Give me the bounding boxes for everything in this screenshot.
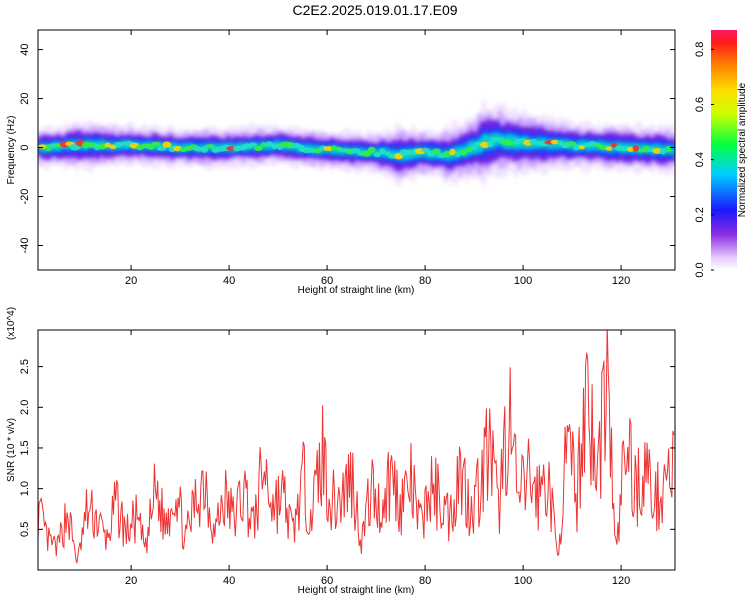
spectrogram-peak xyxy=(361,150,372,157)
spectrogram-y-tick-label-20: 20 xyxy=(19,92,31,104)
spectrogram-peak xyxy=(384,151,391,156)
spectrogram-peak xyxy=(205,144,215,149)
spectrogram-peak xyxy=(249,142,257,147)
chart-title: C2E2.2025.019.01.17.E09 xyxy=(292,2,458,18)
spectrogram-x-tick-label-120: 120 xyxy=(612,275,630,287)
spectrogram-y-tick-label--20: -20 xyxy=(19,189,31,205)
snr-x-tick-label-100: 100 xyxy=(514,575,532,587)
spectrogram-peak xyxy=(308,148,317,154)
spectrogram-heatmap xyxy=(38,96,675,189)
spectrogram-peak xyxy=(291,142,301,149)
spectrogram-peak xyxy=(638,148,645,153)
spectrogram-frame xyxy=(37,29,676,271)
colorbar-tick-label-0.2: 0.2 xyxy=(694,207,706,222)
spectrogram-peak xyxy=(432,148,441,155)
spectrogram-peak xyxy=(632,145,639,152)
spectrogram-x-tick-label-60: 60 xyxy=(321,275,333,287)
snr-y-tick-label-2.5: 2.5 xyxy=(19,359,31,374)
colorbar-tick-label-0.6: 0.6 xyxy=(694,97,706,112)
spectrogram-peak xyxy=(367,146,376,153)
snr-series-line xyxy=(38,330,675,564)
snr-panel: 20 40 60 80 100 120 0.5 1.0 1.5 2.0 2.5 Height of… xyxy=(6,307,676,596)
spectrogram-x-tick-label-40: 40 xyxy=(223,275,235,287)
spectrogram-x-tick-label-100: 100 xyxy=(514,275,532,287)
snr-y-tick-label-1: 1.0 xyxy=(19,481,31,496)
spectrogram-peak xyxy=(156,146,167,151)
snr-x-tick-label-60: 60 xyxy=(321,575,333,587)
spectrogram-peak xyxy=(465,147,473,153)
spectrogram-peak xyxy=(271,143,278,150)
spectrogram-peak xyxy=(487,140,494,148)
snr-x-tick-label-120: 120 xyxy=(612,575,630,587)
spectrogram-peak xyxy=(664,146,672,153)
colorbar: 0.0 0.2 0.4 0.6 0.8 Normalized spectral ampl… xyxy=(694,30,748,278)
spectrogram-peak xyxy=(162,141,172,148)
spectrogram-peak xyxy=(254,145,263,152)
spectrogram-peak xyxy=(151,141,162,147)
spectrogram-peak xyxy=(605,146,613,151)
snr-x-tick-label-20: 20 xyxy=(125,575,137,587)
spectrogram-peak xyxy=(480,141,490,148)
spectrogram-peak xyxy=(449,148,456,156)
spectrogram-peak xyxy=(421,147,430,153)
colorbar-gradient xyxy=(711,30,737,270)
snr-y-label: SNR (10 * v/v) xyxy=(6,418,17,482)
snr-x-tick-label-40: 40 xyxy=(223,575,235,587)
spectrogram-peak xyxy=(265,141,273,147)
spectrogram-peak xyxy=(659,148,666,155)
spectrogram-peak xyxy=(373,152,381,158)
spectrogram-peak xyxy=(443,150,451,158)
spectrogram-peak xyxy=(454,150,462,158)
snr-y-tick-label-1.5: 1.5 xyxy=(19,440,31,455)
snr-y-tick-label-2: 2.0 xyxy=(19,400,31,415)
spectrogram-y-label: Frequency (Hz) xyxy=(6,116,17,185)
spectrogram-peak xyxy=(104,142,111,148)
spectrogram-peak xyxy=(621,145,629,152)
colorbar-tick-label-0.8: 0.8 xyxy=(694,42,706,57)
spectrogram-peak xyxy=(379,148,386,155)
spectrogram-peak xyxy=(652,148,663,154)
spectrogram-peak xyxy=(459,149,467,156)
spectrogram-peak xyxy=(565,141,577,147)
colorbar-tick-label-0: 0.0 xyxy=(694,262,706,277)
spectrogram-y-tick-label--40: -40 xyxy=(19,238,31,254)
snr-y-multiplier: (x10^4) xyxy=(6,307,17,340)
spectrogram-peak xyxy=(573,144,580,151)
spectrogram-band-layer-3 xyxy=(38,125,675,166)
spectrogram-peak xyxy=(330,145,338,151)
spectrogram-x-label: Height of straight line (km) xyxy=(298,285,415,296)
snr-x-tick-label-80: 80 xyxy=(419,575,431,587)
spectrogram-peak xyxy=(287,141,294,149)
spectrogram-panel: 20 40 60 80 100 120 -40 -20 0 20 40 Height of str… xyxy=(6,29,676,296)
colorbar-tick-label-0.4: 0.4 xyxy=(694,152,706,167)
colorbar-label: Normalized spectral amplitude xyxy=(737,82,748,217)
snr-y-tick-label-0.5: 0.5 xyxy=(19,522,31,537)
spectrogram-peak xyxy=(529,138,538,145)
spectrogram-x-tick-label-20: 20 xyxy=(125,275,137,287)
snr-frame xyxy=(37,329,676,571)
snr-plot-area xyxy=(38,330,675,570)
snr-x-label: Height of straight line (km) xyxy=(298,585,415,596)
spectrogram-x-tick-label-80: 80 xyxy=(419,275,431,287)
spectrogram-peak xyxy=(201,146,209,153)
spectrogram-y-tick-label-40: 40 xyxy=(19,43,31,55)
spectrogram-peak xyxy=(626,146,634,152)
spectrogram-peak xyxy=(350,148,361,154)
spectrogram-y-tick-label-0: 0 xyxy=(19,144,31,150)
spectrogram-peak xyxy=(260,142,268,147)
spectrogram-peak xyxy=(314,148,322,154)
